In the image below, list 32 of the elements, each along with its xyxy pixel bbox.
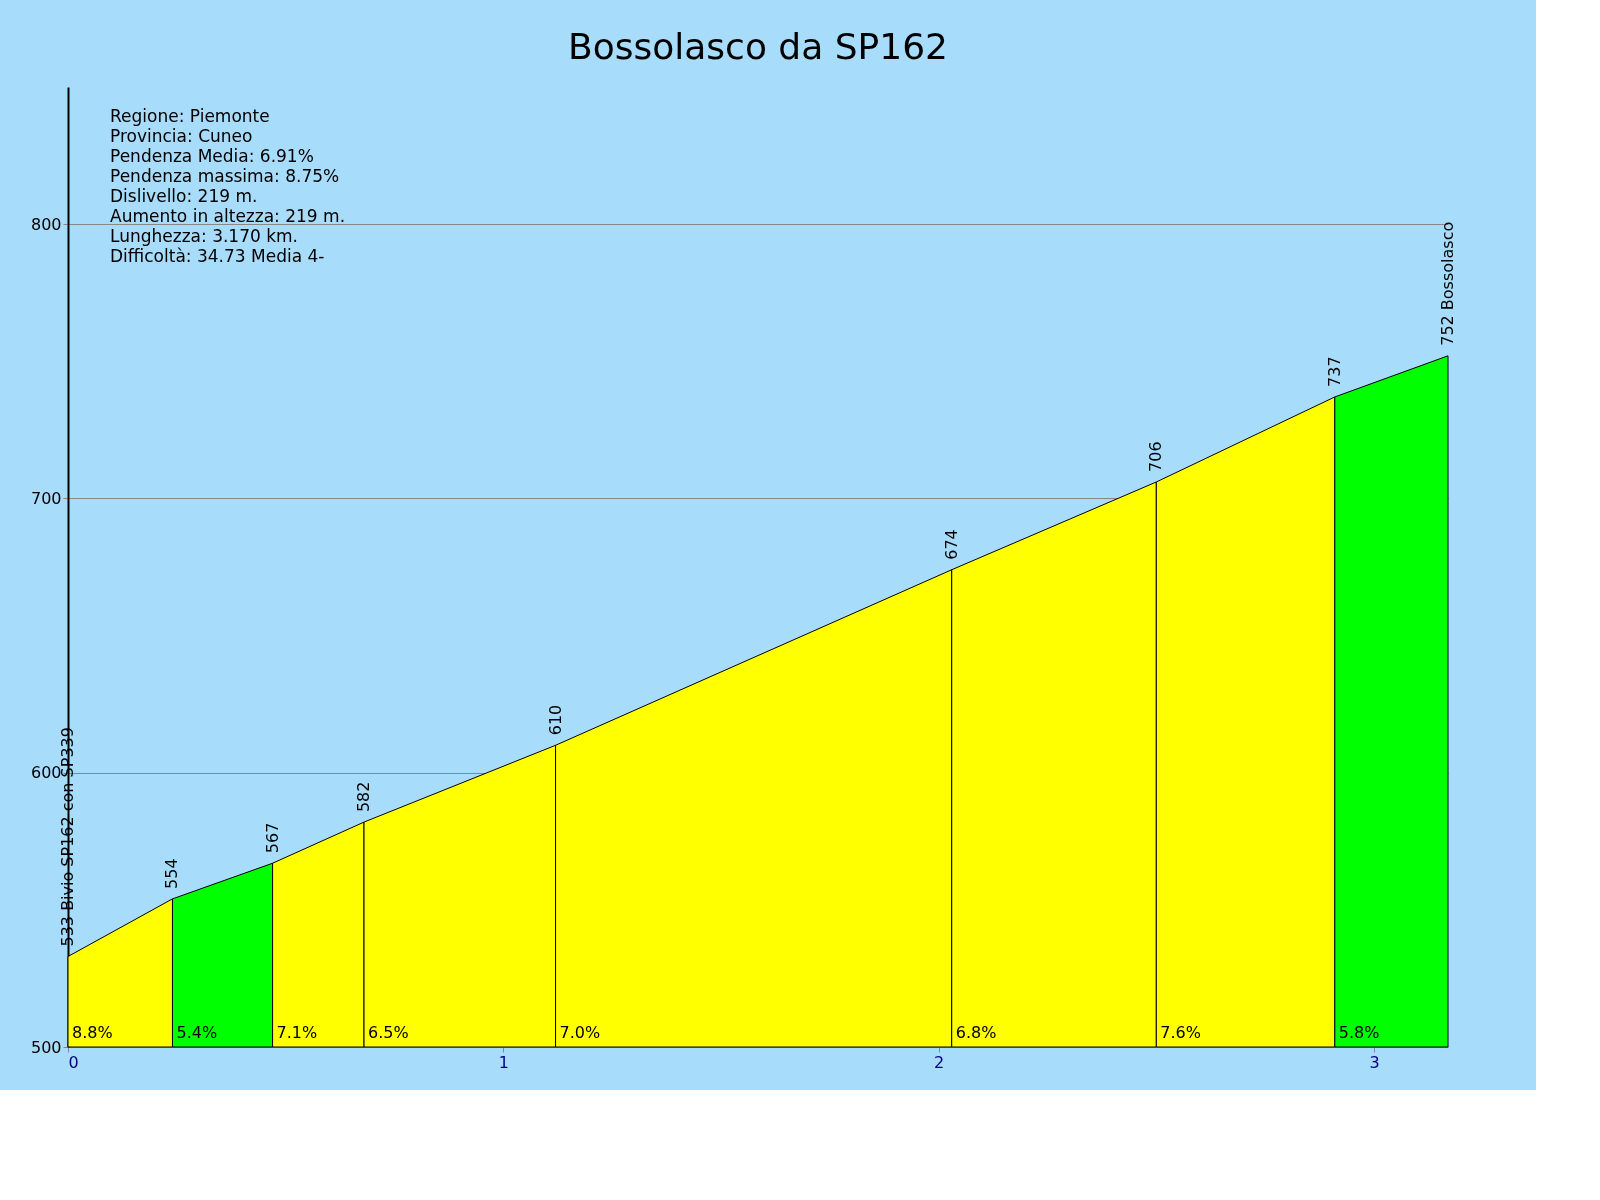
y-tick-label: 800 (30, 214, 62, 234)
annotation: Aumento in altezza: 219 m. (110, 206, 346, 226)
y-tick-label: 700 (30, 488, 62, 508)
annotation: 5.4% (176, 1023, 218, 1042)
annotation: 7.1% (276, 1023, 318, 1042)
annotation: Lunghezza: 3.170 km. (110, 226, 299, 246)
data-label: 674 (941, 529, 961, 560)
x-tick-label: 1 (498, 1052, 509, 1072)
annotation: Difficoltà: 34.73 Media 4- (110, 246, 325, 266)
annotation: 6.5% (368, 1023, 409, 1042)
x-tick-label: 3 (1369, 1052, 1380, 1072)
data-label: 610 (545, 704, 565, 736)
data-label: 554 (162, 858, 182, 889)
annotation: 7.6% (1160, 1023, 1201, 1042)
annotation: Regione: Piemonte (110, 106, 270, 126)
x-tick-label: 2 (934, 1052, 945, 1072)
data-label: 567 (262, 822, 282, 854)
annotation: Provincia: Cuneo (110, 126, 253, 146)
annotation: 6.8% (955, 1023, 997, 1042)
annotation: Pendenza Media: 6.91% (110, 146, 314, 166)
annotation: 5.8% (1338, 1023, 1380, 1042)
data-label: 737 (1324, 356, 1344, 387)
data-label: 582 (354, 781, 374, 813)
data-label: 706 (1146, 441, 1166, 472)
chart-title: Bossolasco da SP162 (568, 26, 948, 67)
x-tick-label: 0 (68, 1052, 79, 1072)
annotation: Pendenza massima: 8.75% (110, 166, 340, 186)
y-tick-label: 500 (30, 1037, 62, 1057)
annotation: Dislivello: 219 m. (110, 186, 258, 206)
annotation: 8.8% (72, 1023, 113, 1042)
annotation: 7.0% (559, 1023, 601, 1042)
data-label: 752 Bossolasco (1438, 221, 1457, 346)
